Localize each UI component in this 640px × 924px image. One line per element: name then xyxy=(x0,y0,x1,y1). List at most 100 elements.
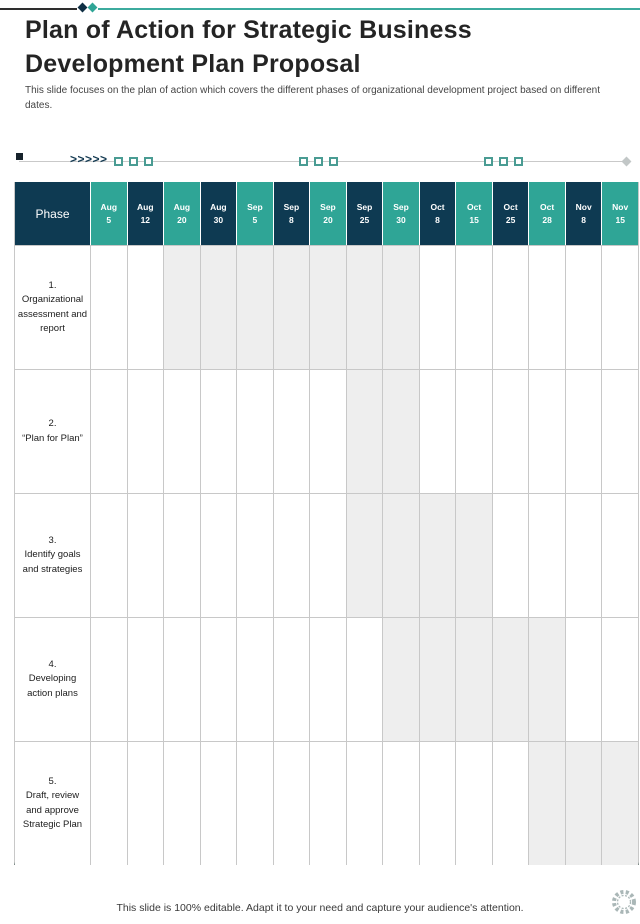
gantt-cell-filled xyxy=(565,742,603,865)
gantt-cell xyxy=(529,246,566,369)
timeline-square-icon xyxy=(144,157,153,166)
timeline-square-icon xyxy=(484,157,493,166)
gantt-cell xyxy=(310,370,347,493)
gantt-cell xyxy=(346,618,384,741)
gantt-cell xyxy=(310,742,347,865)
diamond-icon xyxy=(87,2,98,13)
gantt-cell xyxy=(602,494,638,617)
header-cell-date: Aug 30 xyxy=(200,182,238,245)
gantt-cell xyxy=(456,370,493,493)
top-rule-dark-segment xyxy=(0,8,77,10)
gantt-cell xyxy=(310,618,347,741)
gear-icon xyxy=(612,890,636,914)
gantt-cell-filled xyxy=(310,246,347,369)
timeline-square-icon xyxy=(499,157,508,166)
gantt-cell-filled xyxy=(383,246,420,369)
gantt-cell xyxy=(565,618,603,741)
gantt-cell xyxy=(419,370,457,493)
gantt-cell xyxy=(529,370,566,493)
gantt-cell-filled xyxy=(529,618,566,741)
gantt-cell xyxy=(127,618,165,741)
page-subtitle: This slide focuses on the plan of action… xyxy=(25,85,600,111)
timeline-square-icon xyxy=(129,157,138,166)
gantt-cell xyxy=(91,370,128,493)
header-cell-date: Sep 20 xyxy=(310,182,347,245)
gantt-cell-filled xyxy=(200,246,238,369)
gantt-cell xyxy=(91,742,128,865)
gantt-row: 5. Draft, review and approve Strategic Pl… xyxy=(15,741,638,865)
header-cell-date: Sep 30 xyxy=(383,182,420,245)
gantt-cell xyxy=(237,494,274,617)
header-cell-date: Sep 25 xyxy=(346,182,384,245)
gantt-cell xyxy=(127,494,165,617)
gantt-cell xyxy=(200,742,238,865)
timeline-square-icon xyxy=(314,157,323,166)
gantt-row: 1. Organizational assessment and report xyxy=(15,245,638,369)
gantt-cell xyxy=(529,494,566,617)
gantt-cell-filled xyxy=(456,618,493,741)
timeline-start-square-icon xyxy=(16,153,23,160)
gantt-cell-filled xyxy=(602,742,638,865)
gantt-cell xyxy=(602,618,638,741)
gantt-cell xyxy=(127,246,165,369)
gantt-cell-filled xyxy=(529,742,566,865)
chevrons-icon: >>>>> xyxy=(70,152,108,166)
gantt-cell xyxy=(273,742,311,865)
gantt-cell-filled xyxy=(492,618,530,741)
table-header-row: Phase Aug 5 Aug 12 Aug 20 Aug 30 Sep 5 Sep 8 Sep 20 Sep… xyxy=(15,182,638,245)
gantt-cell-filled xyxy=(383,494,420,617)
gantt-cell xyxy=(164,494,201,617)
gantt-cell-filled xyxy=(383,370,420,493)
gantt-cell-filled xyxy=(456,494,493,617)
gantt-cell xyxy=(383,742,420,865)
gantt-cell xyxy=(565,494,603,617)
diamond-icon xyxy=(77,2,88,13)
footer-note: This slide is 100% editable. Adapt it to… xyxy=(116,902,524,914)
gantt-cell xyxy=(91,494,128,617)
header-cell-date: Nov 15 xyxy=(602,182,638,245)
phase-cell: 2. “Plan for Plan” xyxy=(15,370,91,493)
phase-cell: 5. Draft, review and approve Strategic Pl… xyxy=(15,742,91,865)
gantt-cell-filled xyxy=(346,246,384,369)
header-cell-date: Aug 12 xyxy=(127,182,165,245)
gantt-cell xyxy=(200,618,238,741)
gantt-cell xyxy=(346,742,384,865)
gantt-cell xyxy=(456,246,493,369)
header-cell-date: Sep 8 xyxy=(273,182,311,245)
timeline-square-icon xyxy=(114,157,123,166)
header-cell-date: Oct 25 xyxy=(492,182,530,245)
gantt-row: 3. Identify goals and strategies xyxy=(15,493,638,617)
gantt-cell xyxy=(456,742,493,865)
header-cell-date: Nov 8 xyxy=(565,182,603,245)
timeline-end-diamond-icon xyxy=(621,156,632,167)
gantt-cell xyxy=(492,742,530,865)
header-cell-phase: Phase xyxy=(15,182,91,245)
gantt-cell-filled xyxy=(419,618,457,741)
gantt-cell xyxy=(273,494,311,617)
gantt-cell xyxy=(492,494,530,617)
gantt-cell xyxy=(91,246,128,369)
gantt-cell xyxy=(200,494,238,617)
gantt-row: 4. Developing action plans xyxy=(15,617,638,741)
top-rule-teal-segment xyxy=(98,8,640,10)
gantt-cell-filled xyxy=(237,246,274,369)
timeline-line xyxy=(19,161,627,162)
gantt-cell xyxy=(237,370,274,493)
header-cell-date: Oct 8 xyxy=(419,182,457,245)
gantt-cell xyxy=(237,618,274,741)
gantt-cell-filled xyxy=(383,618,420,741)
gantt-cell-filled xyxy=(346,370,384,493)
gantt-cell xyxy=(602,370,638,493)
header-cell-date: Sep 5 xyxy=(237,182,274,245)
gantt-cell xyxy=(310,494,347,617)
gantt-cell xyxy=(492,246,530,369)
gantt-cell xyxy=(164,618,201,741)
gantt-cell-filled xyxy=(164,246,201,369)
gantt-cell xyxy=(419,742,457,865)
timeline-square-icon xyxy=(329,157,338,166)
header-cell-date: Aug 5 xyxy=(91,182,128,245)
phase-cell: 1. Organizational assessment and report xyxy=(15,246,91,369)
gantt-cell xyxy=(565,246,603,369)
gantt-cell xyxy=(91,618,128,741)
